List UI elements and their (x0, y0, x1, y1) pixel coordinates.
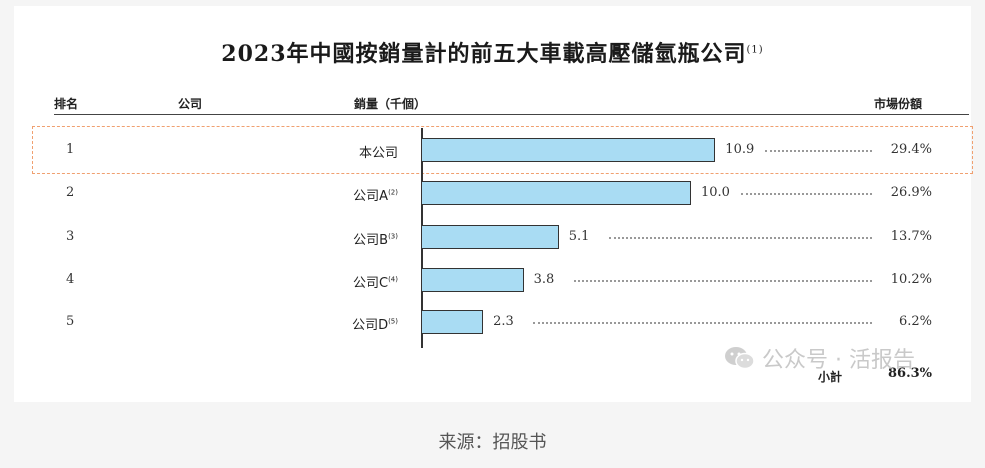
chart-title: 2023年中國按銷量計的前五大車載高壓儲氫瓶公司(1) (221, 41, 764, 67)
bar (421, 181, 691, 205)
company-label: 公司A(2) (278, 185, 398, 204)
subtotal-value: 86.3% (887, 366, 932, 381)
bar (421, 225, 559, 249)
rank-label: 2 (66, 185, 75, 200)
company-label: 公司B(3) (278, 229, 398, 248)
bar-value-label: 2.3 (493, 314, 514, 329)
leader-dots (608, 237, 872, 239)
leader-dots (765, 150, 872, 152)
bar (421, 138, 716, 162)
company-name: 公司A (353, 189, 389, 204)
share-label: 10.2% (890, 272, 932, 287)
watermark-text: 公众号 · 活报告 (762, 348, 915, 373)
share-label: 26.9% (890, 185, 932, 200)
rank-label: 4 (66, 272, 75, 287)
company-label: 本公司 (278, 142, 398, 161)
leader-dots (741, 193, 872, 195)
rank-label: 5 (66, 314, 75, 329)
header-divider (54, 114, 969, 115)
leader-dots (533, 322, 872, 324)
share-label: 29.4% (890, 142, 932, 157)
subtotal-label: 小計 (818, 370, 843, 384)
rank-label: 3 (66, 229, 75, 244)
share-label: 6.2% (898, 314, 932, 329)
watermark: 公众号 · 活报告 (724, 342, 915, 374)
bar (421, 268, 524, 292)
company-name: 公司C (353, 276, 389, 291)
bar-value-label: 3.8 (533, 272, 555, 287)
highlight-box (32, 126, 973, 174)
share-label: 13.7% (890, 229, 932, 244)
company-label: 公司C(4) (278, 272, 398, 291)
header-company: 公司 (178, 97, 203, 111)
header-share: 市場份額 (874, 97, 923, 111)
company-note: (2) (388, 188, 398, 197)
company-note: (3) (388, 232, 398, 241)
company-name: 本公司 (358, 146, 398, 161)
bar-value-label: 10.9 (725, 142, 755, 157)
source-caption: 来源：招股书 (438, 432, 547, 453)
leader-dots (573, 280, 872, 282)
company-label: 公司D(5) (278, 314, 398, 333)
company-name: 公司B (353, 233, 389, 248)
company-name: 公司D (352, 318, 389, 333)
bar (421, 310, 484, 334)
header-sales: 銷量（千個） (354, 97, 427, 111)
rank-label: 1 (66, 142, 75, 157)
wechat-icon (724, 345, 756, 371)
header-rank: 排名 (54, 97, 79, 111)
bar-value-label: 10.0 (701, 185, 730, 200)
company-note: (5) (388, 317, 398, 326)
bar-value-label: 5.1 (568, 229, 590, 244)
company-note: (4) (388, 275, 398, 284)
